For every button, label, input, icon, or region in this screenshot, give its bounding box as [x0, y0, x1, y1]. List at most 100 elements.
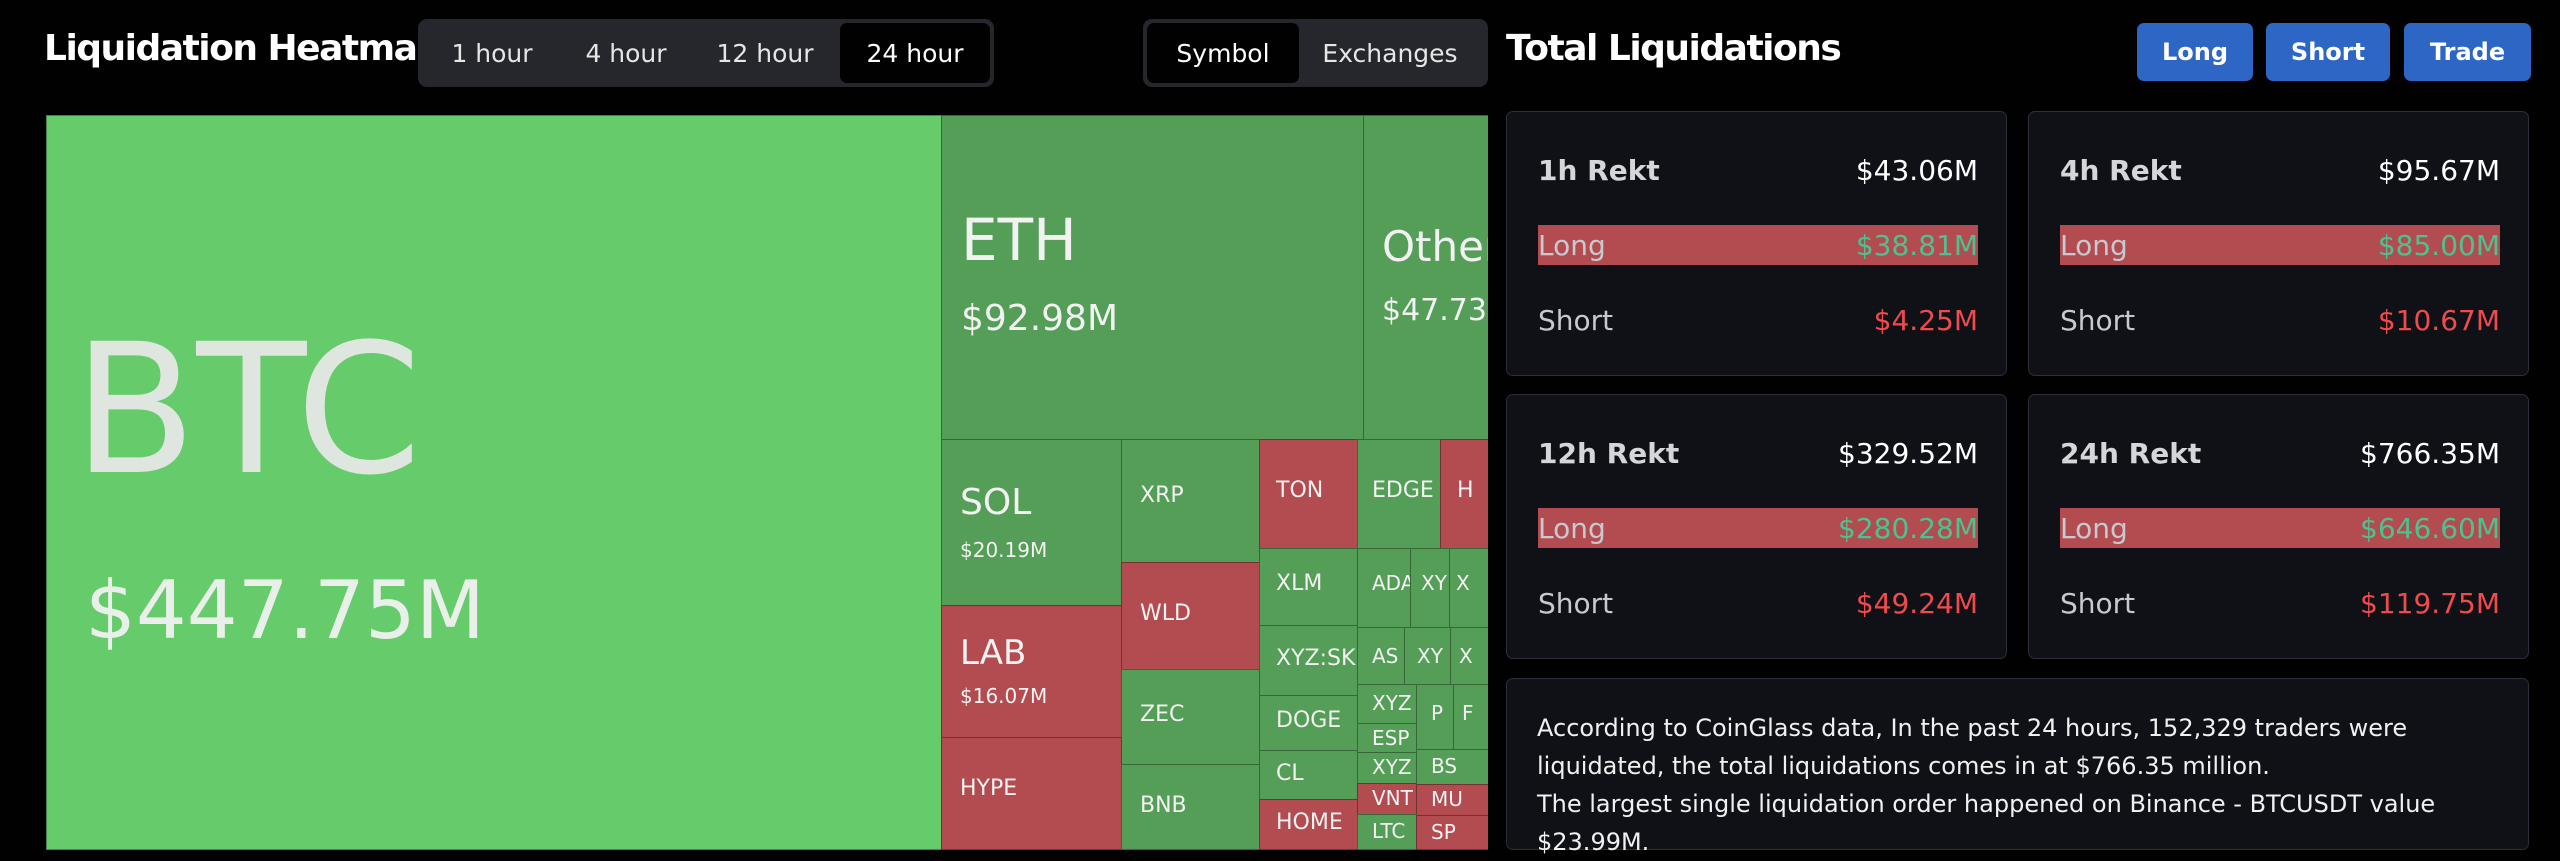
tab-symbol[interactable]: Symbol: [1147, 23, 1299, 83]
heatmap-tile-bnb[interactable]: BNB: [1121, 764, 1260, 850]
tile-symbol: H: [1457, 478, 1474, 503]
card-total: $95.67M: [2377, 153, 2500, 187]
tile-symbol: LAB: [960, 633, 1027, 673]
heatmap-tile-edge[interactable]: EDGE: [1357, 439, 1441, 549]
heatmap-tile-mu[interactable]: MU: [1416, 784, 1488, 816]
card-title: 24h Rekt: [2060, 436, 2202, 470]
heatmap-tile-zec[interactable]: ZEC: [1121, 669, 1260, 765]
heatmap-tile-xy[interactable]: XY: [1410, 548, 1450, 628]
short-label: Short: [1538, 303, 1614, 337]
long-value: $280.28M: [1838, 511, 1978, 545]
tile-symbol: F: [1462, 701, 1474, 725]
short-button[interactable]: Short: [2266, 23, 2390, 81]
timeframe-selector: 1 hour 4 hour 12 hour 24 hour: [418, 19, 994, 87]
tab-24-hour[interactable]: 24 hour: [840, 23, 990, 83]
long-value: $85.00M: [2377, 228, 2500, 262]
tile-symbol: EDGE: [1372, 478, 1434, 503]
heatmap-tile-cl[interactable]: CL: [1259, 750, 1358, 800]
tile-symbol: P: [1431, 701, 1444, 725]
short-value: $49.24M: [1855, 586, 1978, 620]
long-label: Long: [2060, 511, 2128, 545]
tile-value: $20.19M: [960, 538, 1048, 562]
heatmap-tile-as[interactable]: AS: [1357, 627, 1405, 685]
long-label: Long: [1538, 228, 1606, 262]
heatmap-tile-xrp[interactable]: XRP: [1121, 439, 1260, 563]
heatmap-tile-wld[interactable]: WLD: [1121, 562, 1260, 670]
rekt-card-1h: 1h Rekt $43.06M Long $38.81M Short $4.25M: [1506, 111, 2007, 376]
long-label: Long: [1538, 511, 1606, 545]
tile-symbol: X: [1456, 571, 1470, 595]
tile-symbol: WLD: [1140, 601, 1191, 626]
heatmap-tile-x[interactable]: X: [1450, 627, 1488, 685]
tile-symbol: MU: [1431, 787, 1463, 811]
trade-button[interactable]: Trade: [2404, 23, 2531, 81]
tab-exchanges[interactable]: Exchanges: [1322, 38, 1458, 68]
summary-largest-order: The largest single liquidation order hap…: [1537, 790, 2436, 856]
tile-symbol: ESP: [1372, 726, 1410, 750]
heatmap-tile-f[interactable]: F: [1453, 684, 1488, 750]
heatmap-tile-other[interactable]: Other $47.73: [1363, 115, 1488, 440]
heatmap-tile-ltc[interactable]: LTC: [1357, 814, 1417, 850]
tile-symbol: XRP: [1140, 483, 1184, 508]
heatmap-tile-xyz[interactable]: XYZ: [1357, 752, 1417, 784]
short-value: $10.67M: [2377, 303, 2500, 337]
heatmap-tile-h[interactable]: H: [1440, 439, 1488, 549]
tab-4-hour[interactable]: 4 hour: [585, 38, 667, 68]
heatmap-tile-xyz[interactable]: XYZ: [1357, 684, 1417, 724]
long-label: Long: [2060, 228, 2128, 262]
tile-symbol: XYZ: [1372, 755, 1412, 779]
heatmap-tile-x[interactable]: X: [1449, 548, 1488, 628]
tile-symbol: XY: [1421, 571, 1447, 595]
card-total: $43.06M: [1855, 153, 1978, 187]
tile-symbol: XY: [1417, 644, 1443, 668]
liquidation-heatmap: BTC $447.75M ETH $92.98M Other $47.73 SOL $20.1…: [46, 115, 1488, 850]
heatmap-tile-doge[interactable]: DOGE: [1259, 695, 1358, 751]
heatmap-tile-xyz-skh[interactable]: XYZ:SKH: [1259, 625, 1358, 696]
tab-1-hour[interactable]: 1 hour: [451, 38, 533, 68]
tile-symbol: X: [1459, 644, 1473, 668]
tile-symbol: ADA: [1372, 571, 1411, 595]
heatmap-tile-xlm[interactable]: XLM: [1259, 548, 1358, 626]
tile-symbol: XYZ:SKH: [1276, 646, 1357, 671]
card-title: 4h Rekt: [2060, 153, 2182, 187]
card-title: 12h Rekt: [1538, 436, 1680, 470]
card-total: $766.35M: [2360, 436, 2500, 470]
heatmap-tile-vnt[interactable]: VNT: [1357, 783, 1417, 815]
short-label: Short: [2060, 303, 2136, 337]
tile-symbol: DOGE: [1276, 708, 1342, 733]
card-total: $329.52M: [1838, 436, 1978, 470]
tile-symbol: HYPE: [960, 776, 1018, 801]
heatmap-tile-btc[interactable]: BTC $447.75M: [46, 115, 942, 850]
tile-symbol: VNT: [1372, 786, 1413, 810]
view-selector: Symbol Exchanges: [1143, 19, 1488, 87]
heatmap-tile-sol[interactable]: SOL $20.19M: [941, 439, 1122, 606]
heatmap-tile-bs[interactable]: BS: [1416, 749, 1488, 785]
liquidation-summary: According to CoinGlass data, In the past…: [1506, 678, 2529, 856]
rekt-card-12h: 12h Rekt $329.52M Long $280.28M Short $49.2…: [1506, 394, 2007, 659]
tile-symbol: ETH: [961, 206, 1077, 274]
tile-symbol: XLM: [1276, 571, 1323, 596]
tile-symbol: XYZ: [1372, 691, 1412, 715]
long-value: $38.81M: [1855, 228, 1978, 262]
heatmap-tile-ada[interactable]: ADA: [1357, 548, 1411, 628]
heatmap-tile-lab[interactable]: LAB $16.07M: [941, 605, 1122, 738]
tile-symbol: TON: [1276, 478, 1324, 503]
tile-symbol: BS: [1431, 754, 1458, 778]
heatmap-tile-p[interactable]: P: [1416, 684, 1454, 750]
short-label: Short: [1538, 586, 1614, 620]
tab-12-hour[interactable]: 12 hour: [716, 38, 814, 68]
heatmap-tile-esp[interactable]: ESP: [1357, 723, 1417, 753]
tile-symbol: Other: [1382, 222, 1488, 271]
tile-symbol: CL: [1276, 761, 1304, 786]
heatmap-tile-xy[interactable]: XY: [1404, 627, 1451, 685]
heatmap-tile-home[interactable]: HOME: [1259, 799, 1358, 850]
short-value: $4.25M: [1873, 303, 1978, 337]
heatmap-tile-ton[interactable]: TON: [1259, 439, 1358, 549]
heatmap-tile-sp[interactable]: SP: [1416, 815, 1488, 850]
heatmap-tile-hype[interactable]: HYPE: [941, 737, 1122, 850]
rekt-card-4h: 4h Rekt $95.67M Long $85.00M Short $10.67M: [2028, 111, 2529, 376]
heatmap-tile-eth[interactable]: ETH $92.98M: [941, 115, 1364, 440]
long-button[interactable]: Long: [2137, 23, 2253, 81]
tile-symbol: ZEC: [1140, 702, 1185, 727]
tile-value: $92.98M: [961, 298, 1119, 339]
